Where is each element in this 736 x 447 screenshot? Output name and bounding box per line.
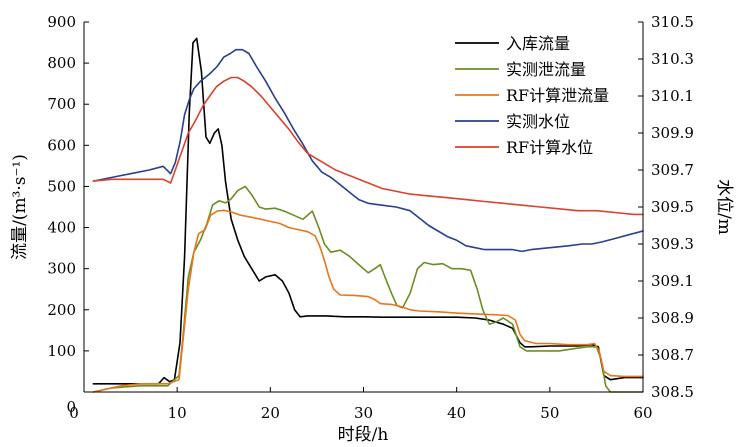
- y-right-tick-label: 308.9: [651, 309, 694, 327]
- y-left-tick-label: 100: [47, 342, 76, 360]
- x-tick-label: 50: [540, 404, 559, 422]
- y-left-tick-label: 0: [66, 398, 76, 416]
- y-left-tick-label: 200: [47, 301, 76, 319]
- y-right-axis-title: 水位/m: [714, 179, 734, 235]
- legend-label: 入库流量: [506, 34, 570, 53]
- legend-label: RF计算水位: [506, 138, 593, 157]
- y-right-tick-label: 309.3: [651, 235, 694, 253]
- x-axis-title: 时段/h: [338, 425, 389, 445]
- series-line-1: [92, 37, 644, 385]
- y-right-tick-label: 308.7: [651, 346, 694, 364]
- x-tick-label: 20: [261, 404, 280, 422]
- x-tick-label: 10: [168, 404, 187, 422]
- y-left-tick-label: 300: [47, 260, 76, 278]
- x-tick-label: 60: [633, 404, 652, 422]
- series-line-4: [92, 48, 644, 253]
- series-layer: [92, 37, 644, 393]
- y-left-tick-label: 400: [47, 219, 76, 237]
- y-right-tick-label: 310.5: [651, 13, 694, 31]
- legend-label: RF计算泄流量: [506, 86, 609, 105]
- y-right-tick-label: 310.3: [651, 50, 694, 68]
- y-left-tick-label: 700: [47, 95, 76, 113]
- legend-label: 实测水位: [506, 112, 570, 131]
- y-right-tick-label: 309.9: [651, 124, 694, 142]
- y-right-tick-label: 309.1: [651, 272, 694, 290]
- y-left-tick-label: 500: [47, 177, 76, 195]
- x-tick-label: 0: [69, 404, 79, 422]
- y-right-tick-label: 309.7: [651, 161, 694, 179]
- y-right-tick-label: 310.1: [651, 87, 694, 105]
- y-left-tick-label: 600: [47, 136, 76, 154]
- y-left-tick-label: 800: [47, 54, 76, 72]
- y-left-axis-title: 流量/(m³·s⁻¹): [10, 154, 30, 260]
- ticks-layer: 0 10 20 30 40 50 60010020030040050060070080090…: [47, 13, 694, 422]
- y-right-tick-label: 309.5: [651, 198, 694, 216]
- series-line-2: [92, 185, 644, 393]
- y-left-tick-label: 900: [47, 13, 76, 31]
- y-right-tick-label: 308.5: [651, 383, 694, 401]
- x-tick-label: 40: [447, 404, 466, 422]
- legend-label: 实测泄流量: [506, 60, 586, 79]
- series-line-5: [92, 76, 644, 216]
- x-tick-label: 30: [354, 404, 373, 422]
- series-line-3: [92, 209, 644, 393]
